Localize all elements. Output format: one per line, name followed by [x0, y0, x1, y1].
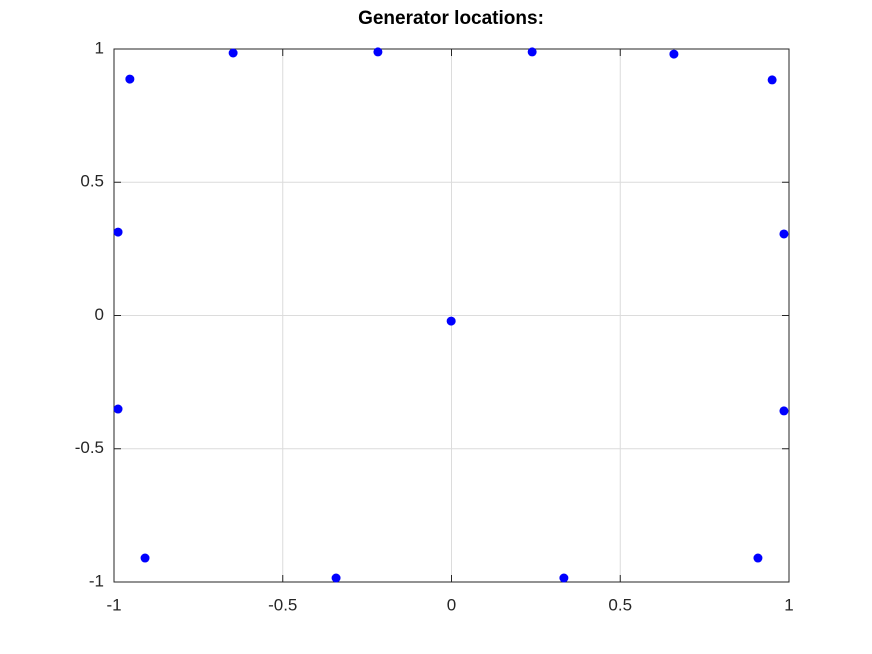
- point: [753, 553, 763, 563]
- point: [446, 316, 456, 326]
- y-tick-label: -1: [89, 571, 104, 590]
- point: [113, 404, 123, 414]
- point: [113, 227, 123, 237]
- x-tick-label: -0.5: [268, 595, 297, 614]
- y-tick-label: 0: [95, 305, 104, 324]
- x-tick-label: 0: [447, 595, 456, 614]
- x-tick-label: -1: [106, 595, 121, 614]
- point: [125, 74, 135, 84]
- point: [140, 553, 150, 563]
- point: [669, 49, 679, 59]
- x-tick-label: 1: [784, 595, 793, 614]
- point: [527, 47, 537, 57]
- y-tick-label: 0.5: [80, 172, 104, 191]
- point: [559, 573, 569, 583]
- chart-title: Generator locations:: [358, 8, 544, 29]
- point: [779, 406, 789, 416]
- point: [228, 48, 238, 58]
- plot-frame: [113, 48, 790, 583]
- point: [767, 75, 777, 85]
- point: [373, 47, 383, 57]
- point: [779, 229, 789, 239]
- point: [331, 573, 341, 583]
- y-tick-label: 1: [95, 38, 104, 57]
- x-tick-label: 0.5: [608, 595, 632, 614]
- y-tick-label: -0.5: [75, 438, 104, 457]
